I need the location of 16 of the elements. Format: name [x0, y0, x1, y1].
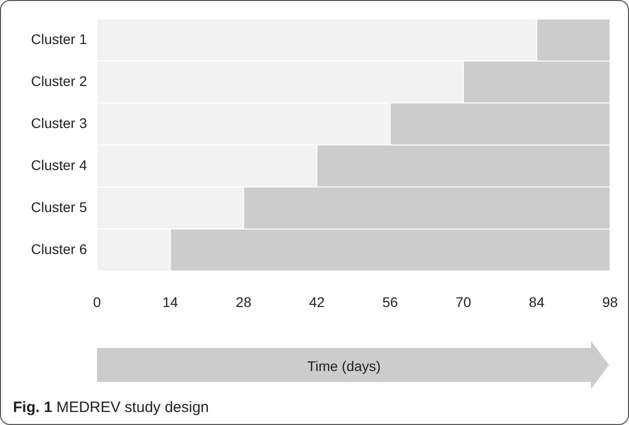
- y-tick-label: Cluster 1: [31, 31, 88, 47]
- x-axis-title: Time (days): [307, 358, 381, 374]
- text: Fig. 1 MEDREV study design: [13, 399, 209, 416]
- x-tick-label: 98: [602, 294, 618, 310]
- y-tick-label: Cluster 3: [31, 115, 88, 131]
- x-tick-label: 70: [456, 294, 472, 310]
- x-tick-label: 0: [93, 294, 102, 310]
- y-tick-label: Cluster 5: [31, 199, 88, 215]
- x-tick-label: 42: [309, 294, 325, 310]
- x-tick-label: 28: [236, 294, 252, 310]
- x-tick-label: 14: [162, 294, 178, 310]
- y-tick-label: Cluster 4: [31, 157, 88, 173]
- x-tick-label: 84: [528, 294, 545, 310]
- y-tick-label: Cluster 2: [31, 73, 88, 89]
- y-tick-label: Cluster 6: [31, 241, 88, 257]
- x-tick-label: 56: [382, 294, 398, 310]
